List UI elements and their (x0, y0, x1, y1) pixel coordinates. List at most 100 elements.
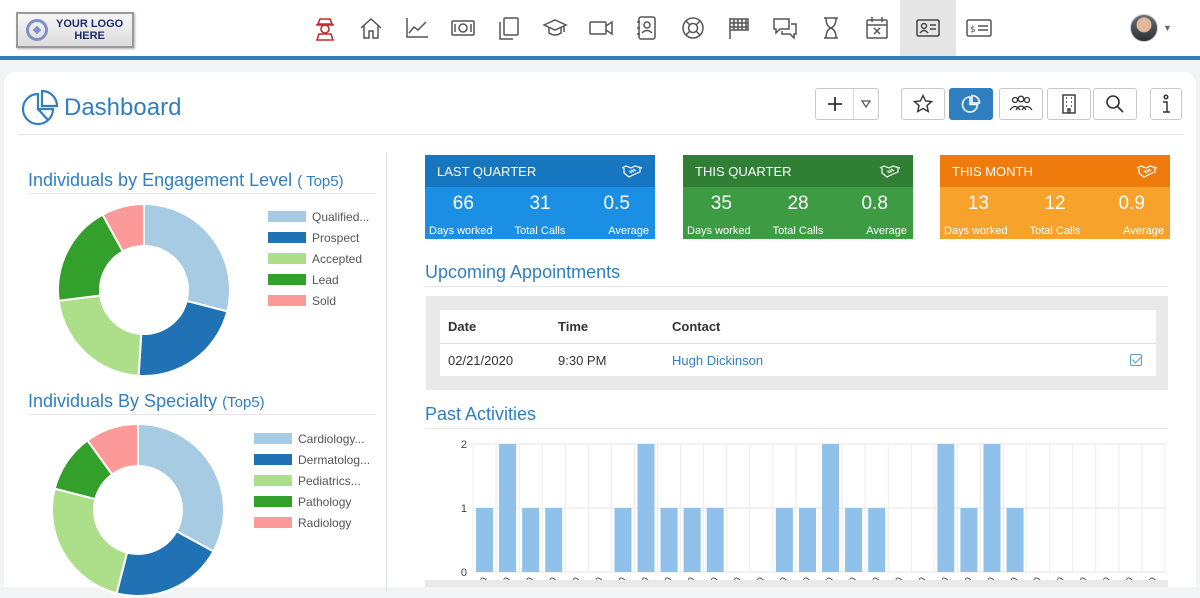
bar[interactable] (476, 508, 494, 572)
checkbox-checked-icon[interactable] (1130, 354, 1142, 366)
legend-item[interactable]: Accepted (268, 248, 369, 269)
documents-icon (499, 17, 519, 40)
nav-dashboard[interactable] (900, 0, 956, 56)
bar[interactable] (775, 508, 793, 572)
donut-slice-radiology[interactable] (86, 422, 139, 476)
legend-item[interactable]: Prospect (268, 227, 369, 248)
stat-value: 31 (529, 193, 551, 214)
bar[interactable] (660, 508, 678, 572)
info-button[interactable] (1150, 88, 1182, 120)
stat-label: Total Calls (1029, 225, 1081, 237)
trend-icon (406, 18, 428, 38)
stat-value: 66 (452, 193, 474, 214)
nav-contacts[interactable] (624, 0, 670, 56)
bar[interactable] (499, 444, 517, 572)
legend-item[interactable]: Dermatolog... (254, 449, 370, 470)
nav-messages[interactable] (762, 0, 808, 56)
summary-card-this-quarter: THIS QUARTER 35 Days worked 28 Total Calls 0.… (683, 155, 913, 239)
nav-money[interactable] (440, 0, 486, 56)
legend-item[interactable]: Radiology (254, 512, 370, 533)
bar[interactable] (637, 444, 655, 572)
legend-label: Accepted (312, 251, 363, 266)
star-icon (913, 94, 933, 113)
add-icon[interactable] (816, 89, 854, 119)
stat-label: Days worked (429, 225, 493, 237)
people-group-icon (1009, 95, 1033, 111)
avatar[interactable] (1130, 14, 1158, 42)
bar[interactable] (706, 508, 724, 572)
main-nav: $ (302, 0, 1002, 56)
checkered-flag-icon (729, 18, 749, 39)
bar[interactable] (683, 508, 701, 572)
chat-icon (773, 18, 797, 40)
team-button[interactable] (999, 88, 1043, 120)
appointment-date: 02/21/2020 (448, 352, 514, 368)
nav-documents[interactable] (486, 0, 532, 56)
table-row: 02/21/2020 9:30 PM Hugh Dickinson (440, 344, 1156, 376)
nav-calendar[interactable] (854, 0, 900, 56)
favorite-button[interactable] (901, 88, 945, 120)
donut-slice-prospect[interactable] (137, 299, 229, 377)
stat-calls: 31 Total Calls (502, 187, 579, 239)
invoice-icon: $ (966, 19, 992, 37)
stat-avg: 0.5 Average (578, 187, 655, 239)
nav-timesheet[interactable] (808, 0, 854, 56)
bar[interactable] (960, 508, 978, 572)
company-logo[interactable]: YOUR LOGO HERE (16, 12, 134, 48)
legend-item[interactable]: Pathology (254, 491, 370, 512)
user-menu[interactable]: ▼ (1130, 14, 1172, 42)
bar[interactable] (545, 508, 563, 572)
stat-value: 0.9 (1118, 193, 1145, 214)
legend-swatch (268, 232, 306, 243)
bar[interactable] (614, 508, 632, 572)
appointments-title: Upcoming Appointments (425, 262, 621, 282)
donut-slice-cardiology[interactable] (137, 422, 225, 553)
donut-slice-sold[interactable] (101, 202, 145, 253)
add-dropdown-caret-icon[interactable] (854, 100, 878, 108)
legend-swatch (254, 517, 292, 528)
bar[interactable] (937, 444, 955, 572)
appointment-time: 9:30 PM (558, 352, 607, 368)
donut-slice-pediatrics[interactable] (51, 487, 129, 595)
summary-card-last-quarter: LAST QUARTER 66 Days worked 31 Total Calls 0.… (425, 155, 655, 239)
nav-home[interactable] (348, 0, 394, 56)
bar[interactable] (868, 508, 886, 572)
stat-label: Days worked (944, 225, 1008, 237)
handshake-icon (621, 165, 643, 178)
nav-trend[interactable] (394, 0, 440, 56)
bar[interactable] (983, 444, 1001, 572)
chevron-down-icon: ▼ (1163, 23, 1172, 33)
organization-button[interactable] (1047, 88, 1091, 120)
legend-item[interactable]: Cardiology... (254, 428, 370, 449)
legend-item[interactable]: Pediatrics... (254, 470, 370, 491)
bar[interactable] (845, 508, 863, 572)
specialty-legend: Cardiology... Dermatolog... Pediatrics... P… (254, 428, 370, 533)
nav-support[interactable] (670, 0, 716, 56)
legend-item[interactable]: Lead (268, 269, 369, 290)
bar[interactable] (1006, 508, 1024, 572)
y-tick-label: 0 (461, 567, 467, 579)
legend-swatch (268, 295, 306, 306)
search-button[interactable] (1093, 88, 1137, 120)
nav-agent[interactable] (302, 0, 348, 56)
stat-value: 0.8 (861, 193, 888, 214)
legend-item[interactable]: Qualified... (268, 206, 369, 227)
appointment-contact-link[interactable]: Hugh Dickinson (672, 352, 764, 368)
bar[interactable] (522, 508, 540, 572)
nav-goals[interactable] (716, 0, 762, 56)
nav-video[interactable] (578, 0, 624, 56)
donut-slice-qualified[interactable] (143, 202, 231, 313)
bar[interactable] (822, 444, 840, 572)
stat-label: Days worked (687, 225, 751, 237)
donut-slice-accepted[interactable] (57, 294, 143, 377)
legend-item[interactable]: Sold (268, 290, 369, 311)
column-header-date: Date (448, 319, 477, 334)
card-header: THIS MONTH (940, 155, 1170, 187)
dashboard-view-button[interactable] (949, 88, 993, 120)
card-header: THIS QUARTER (683, 155, 913, 187)
nav-billing[interactable]: $ (956, 0, 1002, 56)
pie-chart-icon (961, 94, 981, 113)
bar[interactable] (798, 508, 816, 572)
info-icon (1163, 94, 1170, 113)
nav-training[interactable] (532, 0, 578, 56)
